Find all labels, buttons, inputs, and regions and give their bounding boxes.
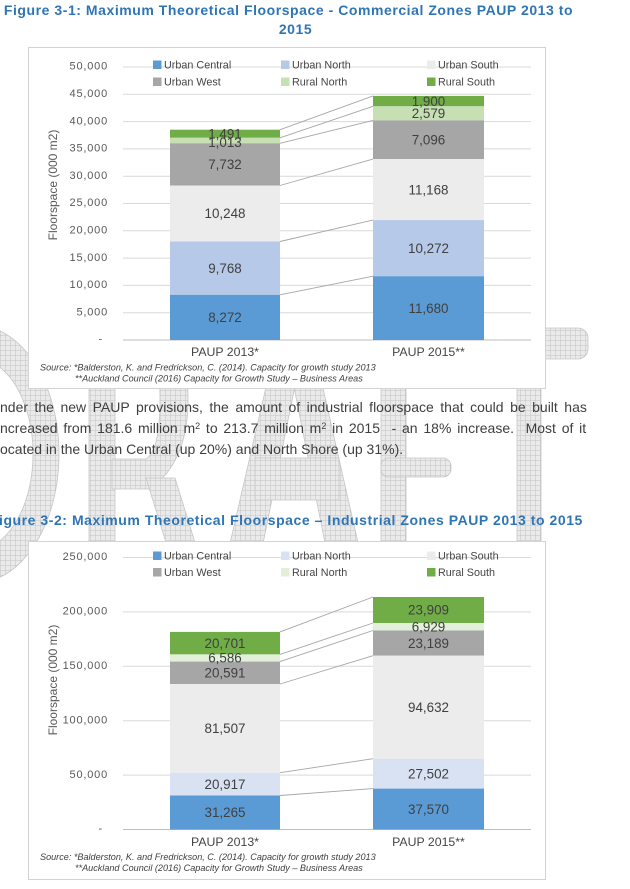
svg-text:7,732: 7,732 [208, 157, 242, 172]
svg-text:9,768: 9,768 [208, 261, 242, 276]
svg-text:1,491: 1,491 [208, 127, 242, 142]
svg-text:Urban North: Urban North [292, 60, 351, 72]
svg-text:Floorspace (000 m2): Floorspace (000 m2) [46, 130, 60, 241]
svg-text:Urban South: Urban South [438, 551, 499, 563]
svg-text:**Auckland Council (2016) Capa: **Auckland Council (2016) Capacity for G… [75, 863, 363, 873]
svg-text:35,000: 35,000 [70, 143, 108, 155]
svg-text:Rural North: Rural North [292, 77, 347, 89]
svg-text:15,000: 15,000 [70, 252, 108, 264]
svg-text:PAUP 2013*: PAUP 2013* [191, 835, 259, 849]
svg-text:7,096: 7,096 [412, 133, 446, 148]
svg-text:45,000: 45,000 [70, 88, 108, 100]
svg-text:30,000: 30,000 [70, 170, 108, 182]
svg-text:100,000: 100,000 [63, 714, 108, 726]
svg-text:-: - [99, 823, 103, 835]
svg-text:2,579: 2,579 [412, 106, 446, 121]
svg-text:250,000: 250,000 [63, 551, 108, 563]
svg-text:5,000: 5,000 [76, 306, 108, 318]
svg-text:31,265: 31,265 [205, 805, 246, 820]
svg-text:Urban West: Urban West [164, 77, 221, 89]
svg-text:23,909: 23,909 [408, 603, 449, 618]
svg-text:10,248: 10,248 [205, 206, 246, 221]
svg-text:40,000: 40,000 [70, 115, 108, 127]
svg-text:10,000: 10,000 [70, 279, 108, 291]
svg-text:20,701: 20,701 [205, 636, 246, 651]
svg-text:20,917: 20,917 [205, 777, 246, 792]
svg-text:25,000: 25,000 [70, 197, 108, 209]
svg-text:6,929: 6,929 [412, 619, 446, 634]
svg-text:Rural South: Rural South [438, 567, 495, 579]
svg-text:37,570: 37,570 [408, 802, 449, 817]
svg-text:Source: *Balderston, K. and Fr: Source: *Balderston, K. and Fredrickson,… [40, 852, 376, 862]
svg-text:Urban Central: Urban Central [164, 60, 231, 72]
svg-text:20,000: 20,000 [70, 225, 108, 237]
svg-text:Floorspace (000 m2): Floorspace (000 m2) [46, 625, 60, 736]
svg-text:**Auckland Council (2016) Capa: **Auckland Council (2016) Capacity for G… [75, 374, 363, 384]
svg-text:1,900: 1,900 [412, 94, 446, 109]
svg-text:PAUP 2015**: PAUP 2015** [392, 835, 465, 849]
svg-text:11,680: 11,680 [409, 301, 449, 316]
svg-text:27,502: 27,502 [408, 766, 449, 781]
svg-text:-: - [99, 334, 103, 346]
svg-text:150,000: 150,000 [63, 660, 108, 672]
svg-text:81,507: 81,507 [205, 721, 246, 736]
svg-text:Rural North: Rural North [292, 567, 347, 579]
svg-text:Urban South: Urban South [438, 60, 499, 72]
svg-text:Rural South: Rural South [438, 77, 495, 89]
svg-text:PAUP 2015**: PAUP 2015** [392, 345, 465, 359]
svg-text:200,000: 200,000 [63, 606, 108, 618]
svg-text:6,586: 6,586 [208, 651, 242, 666]
svg-text:Source: *Balderston, K. and Fr: Source: *Balderston, K. and Fredrickson,… [40, 363, 376, 373]
svg-text:10,272: 10,272 [408, 241, 449, 256]
svg-text:94,632: 94,632 [408, 700, 449, 715]
svg-text:PAUP 2013*: PAUP 2013* [191, 345, 259, 359]
svg-text:11,168: 11,168 [409, 182, 449, 197]
svg-text:50,000: 50,000 [70, 769, 108, 781]
svg-text:20,591: 20,591 [205, 666, 246, 681]
svg-text:Urban North: Urban North [292, 551, 351, 563]
svg-text:23,189: 23,189 [408, 636, 449, 651]
svg-text:Urban Central: Urban Central [164, 551, 231, 563]
svg-text:8,272: 8,272 [208, 310, 242, 325]
svg-text:50,000: 50,000 [70, 61, 108, 73]
svg-text:1,013: 1,013 [208, 135, 242, 150]
svg-text:Urban West: Urban West [164, 567, 221, 579]
